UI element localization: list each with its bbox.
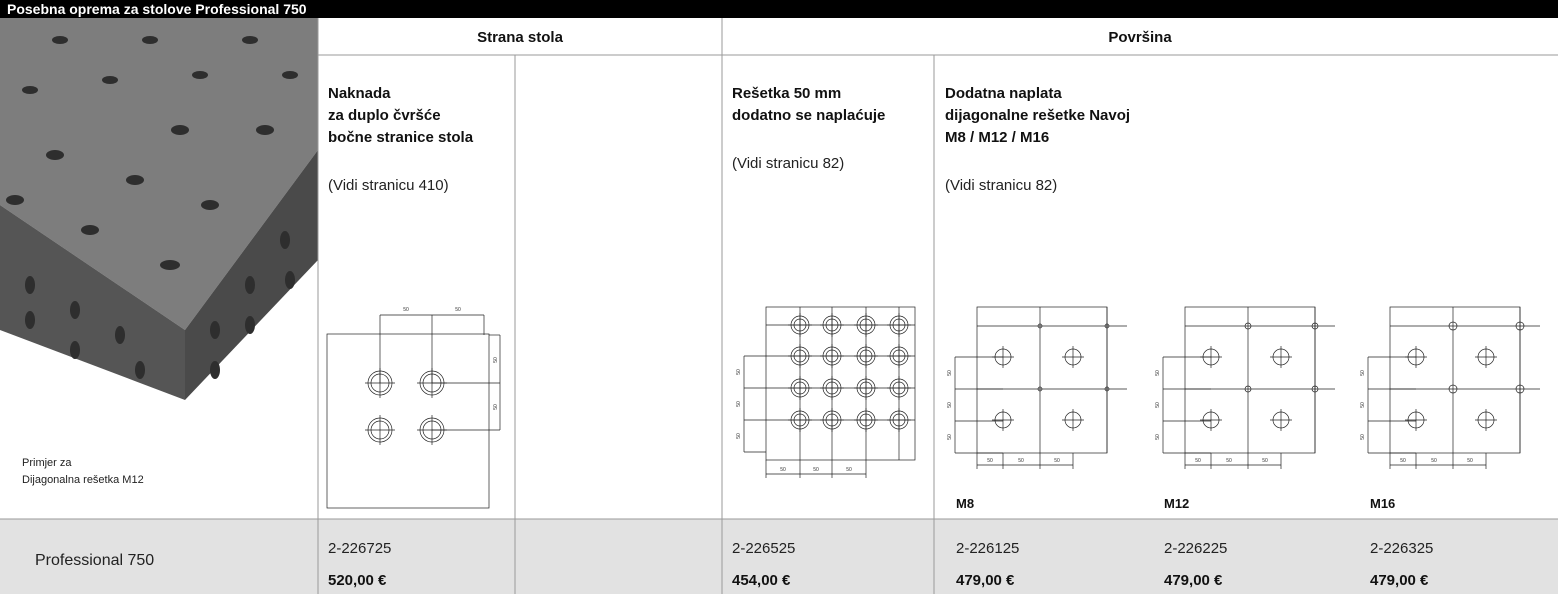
diagonal-hole bbox=[1244, 322, 1252, 330]
price: 454,00 € bbox=[732, 572, 791, 589]
dimension-label: 50 bbox=[493, 404, 499, 410]
dimension-label: 50 bbox=[455, 307, 461, 313]
diagonal-hole bbox=[1311, 322, 1319, 330]
diagonal-hole bbox=[1448, 321, 1458, 331]
item-title: za duplo čvršće bbox=[328, 107, 441, 124]
drawing-outline bbox=[976, 306, 1108, 454]
table-borders bbox=[0, 18, 1558, 594]
diagonal-hole bbox=[1244, 385, 1252, 393]
diagonal-hole bbox=[1448, 384, 1458, 394]
header-title: Posebna oprema za stolove Professional 7… bbox=[7, 1, 307, 17]
variant-label: M16 bbox=[1370, 496, 1395, 511]
dimension-label: 50 bbox=[1360, 370, 1366, 376]
article-code: 2-226525 bbox=[732, 540, 795, 557]
dimension-label: 50 bbox=[1018, 458, 1024, 464]
item-title: dijagonalne rešetke Navoj bbox=[945, 107, 1130, 124]
diagonal-hole bbox=[1104, 386, 1110, 392]
group-header: Površina bbox=[1108, 29, 1172, 46]
price: 479,00 € bbox=[1164, 572, 1223, 589]
diagonal-hole bbox=[1515, 384, 1525, 394]
item-reference: (Vidi stranicu 82) bbox=[732, 155, 844, 172]
row-label: Professional 750 bbox=[35, 552, 154, 569]
group-header: Strana stola bbox=[477, 29, 564, 46]
dimension-label: 50 bbox=[780, 467, 786, 473]
dimension-label: 50 bbox=[947, 434, 953, 440]
item-reference: (Vidi stranicu 410) bbox=[328, 177, 449, 194]
dimension-label: 50 bbox=[987, 458, 993, 464]
dimension-label: 50 bbox=[1195, 458, 1201, 464]
dimension-label: 50 bbox=[1054, 458, 1060, 464]
product-photo bbox=[0, 18, 318, 438]
dimension-label: 50 bbox=[846, 467, 852, 473]
image-caption: Dijagonalna rešetka M12 bbox=[22, 474, 144, 486]
diagonal-drawing: 50 50 50 50 50 50 bbox=[947, 306, 1127, 469]
dimension-label: 50 bbox=[1360, 402, 1366, 408]
drawing-outline bbox=[326, 333, 490, 509]
diagonal-drawing: 50 50 50 50 50 50 bbox=[1360, 306, 1540, 469]
item-title: bočne stranice stola bbox=[328, 129, 474, 146]
article-code: 2-226125 bbox=[956, 540, 1019, 557]
dimension-label: 50 bbox=[1226, 458, 1232, 464]
grid-drawing: 50 50 50 50 50 50 bbox=[736, 306, 916, 478]
dimension-label: 50 bbox=[947, 402, 953, 408]
article-code: 2-226225 bbox=[1164, 540, 1227, 557]
dimension-label: 50 bbox=[736, 369, 742, 375]
article-code: 2-226725 bbox=[328, 540, 391, 557]
dimension-label: 50 bbox=[1262, 458, 1268, 464]
row-background bbox=[0, 519, 1558, 594]
dimension-label: 50 bbox=[813, 467, 819, 473]
dimension-label: 50 bbox=[736, 433, 742, 439]
dimension-label: 50 bbox=[1400, 458, 1406, 464]
dimension-label: 50 bbox=[1360, 434, 1366, 440]
diagonal-hole bbox=[1311, 385, 1319, 393]
dimension-label: 50 bbox=[736, 401, 742, 407]
drawing-outline bbox=[765, 306, 916, 461]
drawing-outline bbox=[1184, 306, 1316, 454]
diagonal-hole bbox=[1037, 386, 1043, 392]
dimension-label: 50 bbox=[403, 307, 409, 313]
item-title: M8 / M12 / M16 bbox=[945, 129, 1049, 146]
dimension-label: 50 bbox=[947, 370, 953, 376]
item-reference: (Vidi stranicu 82) bbox=[945, 177, 1057, 194]
item-title: dodatno se naplaćuje bbox=[732, 107, 885, 124]
dimension-label: 50 bbox=[1155, 370, 1161, 376]
diagonal-drawing: 50 50 50 50 50 50 bbox=[1155, 306, 1335, 469]
diagonal-hole bbox=[1515, 321, 1525, 331]
price: 479,00 € bbox=[956, 572, 1015, 589]
drawing-outline bbox=[1389, 306, 1521, 454]
dimension-label: 50 bbox=[1155, 434, 1161, 440]
dimension-label: 50 bbox=[493, 357, 499, 363]
item-title: Rešetka 50 mm bbox=[732, 85, 841, 102]
header-bar bbox=[0, 0, 1558, 18]
item-title: Dodatna naplata bbox=[945, 85, 1062, 102]
variant-label: M8 bbox=[956, 496, 974, 511]
variant-label: M12 bbox=[1164, 496, 1189, 511]
diagonal-hole bbox=[1104, 323, 1110, 329]
side-drawing: 50 50 50 50 bbox=[326, 307, 501, 509]
price: 479,00 € bbox=[1370, 572, 1429, 589]
price: 520,00 € bbox=[328, 572, 387, 589]
image-caption: Primjer za bbox=[22, 457, 72, 469]
item-title: Naknada bbox=[328, 85, 391, 102]
diagonal-hole bbox=[1037, 323, 1043, 329]
article-code: 2-226325 bbox=[1370, 540, 1433, 557]
dimension-label: 50 bbox=[1467, 458, 1473, 464]
dimension-label: 50 bbox=[1431, 458, 1437, 464]
dimension-label: 50 bbox=[1155, 402, 1161, 408]
